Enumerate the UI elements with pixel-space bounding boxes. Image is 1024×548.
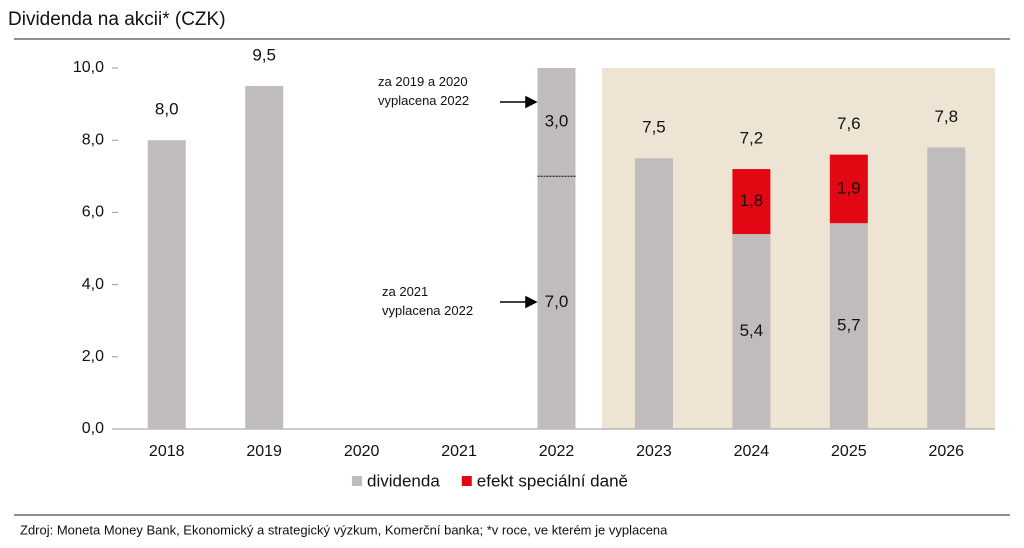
y-tick-label: 2,0	[82, 348, 104, 365]
x-tick-label: 2025	[831, 443, 867, 460]
legend-label: efekt speciální daně	[477, 471, 628, 490]
total-label: 7,6	[837, 114, 861, 133]
bar-segment	[634, 158, 673, 429]
x-tick-label: 2018	[149, 443, 185, 460]
arrows	[500, 95, 538, 309]
annotation: za 2019 a 2020	[378, 74, 468, 89]
data-label: 5,4	[740, 321, 764, 340]
bar-segment	[537, 68, 576, 177]
x-tick-label: 2019	[246, 443, 282, 460]
total-label: 8,0	[155, 100, 179, 119]
annotation: za 2021	[382, 284, 428, 299]
bar-segment	[829, 223, 868, 429]
data-label: 1,9	[837, 178, 861, 197]
bar-segment	[732, 234, 771, 429]
bar-segment	[245, 86, 284, 430]
y-tick-label: 10,0	[73, 59, 104, 76]
chart-title: Dividenda na akcii* (CZK)	[8, 9, 226, 30]
legend-swatch	[461, 476, 472, 486]
x-tick-label: 2023	[636, 443, 672, 460]
x-tick-label: 2024	[734, 443, 770, 460]
bar-segment	[537, 176, 576, 429]
arrow-head	[525, 95, 538, 109]
total-label: 7,8	[934, 107, 958, 126]
y-tick-label: 6,0	[82, 204, 104, 221]
data-label: 1,8	[740, 191, 764, 210]
bar-segment	[732, 169, 771, 235]
bar-segment	[927, 147, 966, 430]
data-label: 3,0	[545, 112, 569, 131]
bar-segment	[147, 140, 186, 429]
total-label: 7,5	[642, 118, 666, 137]
x-tick-label: 2021	[441, 443, 477, 460]
y-tick-label: 0,0	[82, 420, 104, 437]
y-tick-label: 4,0	[82, 276, 104, 293]
source: Zdroj: Moneta Money Bank, Ekonomický a s…	[20, 522, 668, 537]
annotation: vyplacena 2022	[378, 93, 469, 108]
legend-label: dividenda	[367, 471, 440, 490]
data-label: 5,7	[837, 316, 861, 335]
x-tick-label: 2022	[539, 443, 575, 460]
bar-segment	[829, 154, 868, 224]
total-label: 7,2	[740, 129, 764, 148]
arrow-head	[525, 295, 538, 309]
y-tick-label: 8,0	[82, 131, 104, 148]
data-label: 7,0	[545, 292, 569, 311]
total-label: 9,5	[252, 46, 276, 65]
legend-swatch	[352, 476, 362, 486]
x-tick-label: 2020	[344, 443, 380, 460]
annotation: vyplacena 2022	[382, 303, 473, 318]
x-tick-label: 2026	[928, 443, 964, 460]
